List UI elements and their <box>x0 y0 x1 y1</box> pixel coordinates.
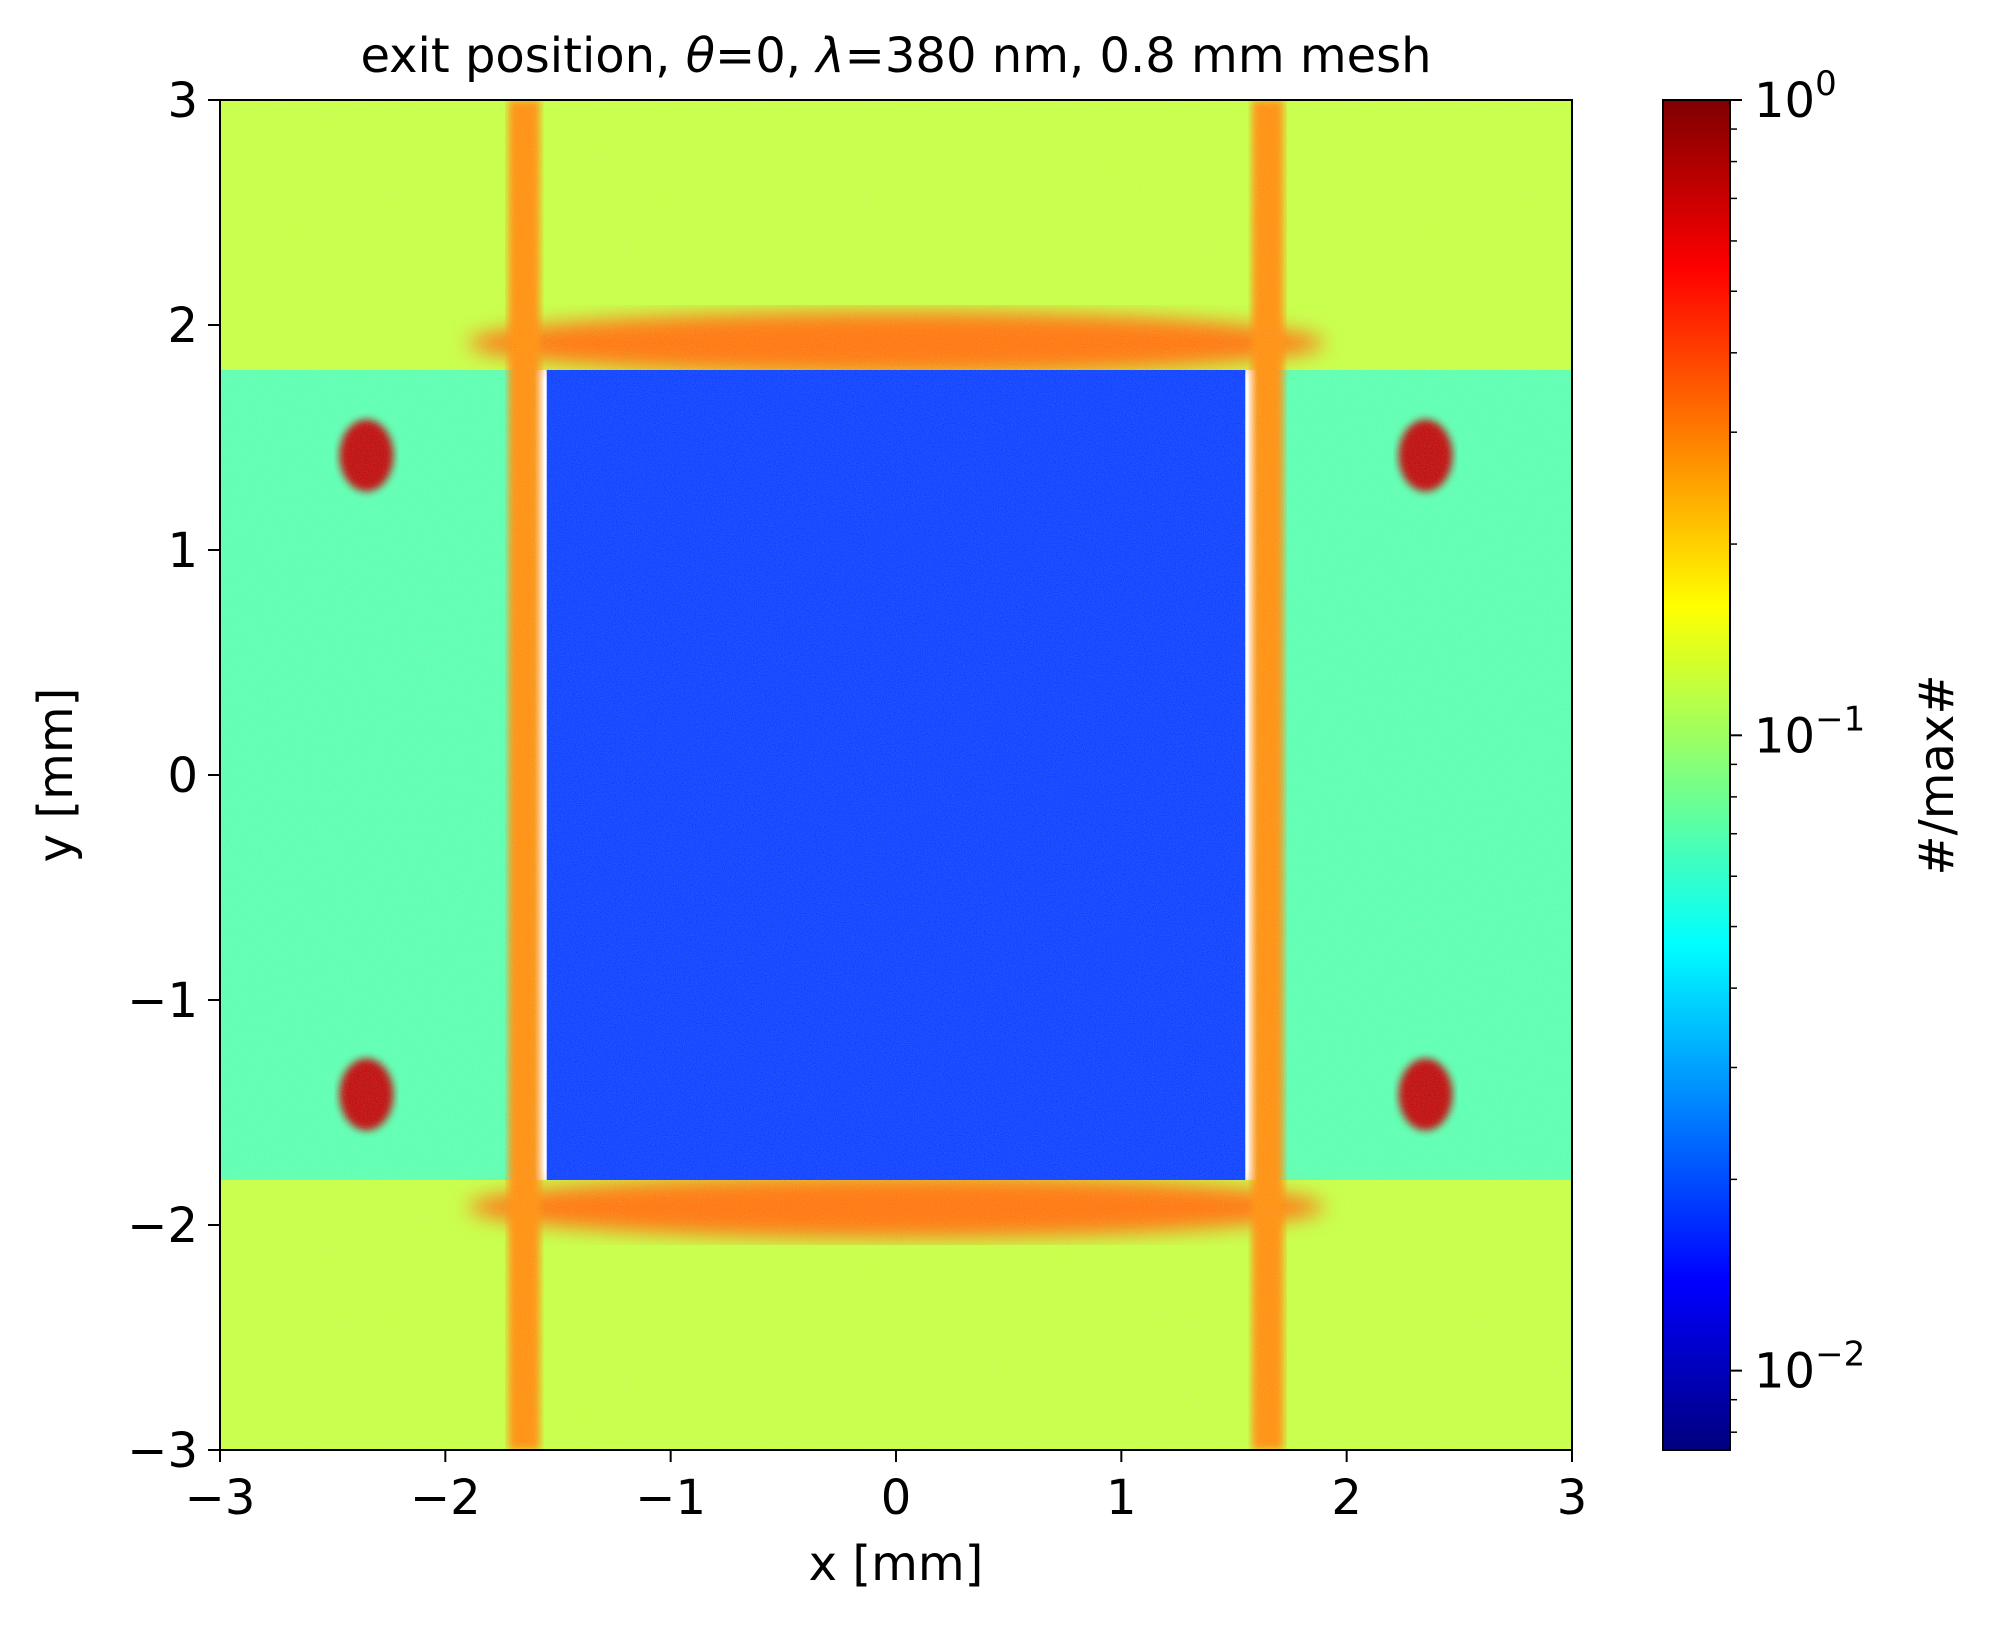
colorbar-label: #/max# <box>1909 674 1965 875</box>
title-theta-symbol: θ <box>686 28 715 84</box>
title-theta-value: =0, <box>715 28 816 84</box>
noise-overlay <box>220 100 1572 1450</box>
colorbar <box>1663 100 1730 1450</box>
x-tick-label: 1 <box>1106 1470 1137 1526</box>
colorbar-tick-base: 10 <box>1754 73 1815 129</box>
colorbar-tick-exponent: −1 <box>1815 699 1865 739</box>
y-tick-label: 2 <box>167 298 198 354</box>
colorbar-tick-base: 10 <box>1754 708 1815 764</box>
title-lambda-symbol: λ <box>813 28 844 84</box>
x-tick-label: −1 <box>635 1470 706 1526</box>
colorbar-tick-base: 10 <box>1754 1344 1815 1400</box>
x-tick-label: 2 <box>1331 1470 1362 1526</box>
y-axis: −3 −2 −1 0 1 2 3 <box>127 73 220 1479</box>
colorbar-tick-exponent: −2 <box>1815 1335 1865 1375</box>
x-tick-label: 3 <box>1557 1470 1588 1526</box>
y-tick-label: 1 <box>167 523 198 579</box>
colorbar-tick-label: 10−2 <box>1754 1335 1865 1400</box>
heatmap-area <box>220 100 1572 1450</box>
x-axis-label: x [mm] <box>809 1536 984 1592</box>
colorbar-frame <box>1662 99 1731 1451</box>
x-tick-label: −2 <box>410 1470 481 1526</box>
x-axis: −3 −2 −1 0 1 2 3 <box>185 1450 1588 1526</box>
x-tick-label: −3 <box>185 1470 256 1526</box>
title-prefix: exit position, <box>360 28 685 84</box>
colorbar-tick-exponent: 0 <box>1815 64 1837 104</box>
x-tick-label: 0 <box>881 1470 912 1526</box>
chart-title: exit position, θ=0, λ=380 nm, 0.8 mm mes… <box>360 28 1431 84</box>
y-tick-label: −1 <box>127 973 198 1029</box>
y-tick-label: 3 <box>167 73 198 129</box>
y-tick-label: −3 <box>127 1423 198 1479</box>
colorbar-tick-label: 10−1 <box>1754 699 1865 764</box>
title-suffix: =380 nm, 0.8 mm mesh <box>845 28 1432 84</box>
y-axis-label: y [mm] <box>28 688 84 863</box>
y-tick-label: 0 <box>167 748 198 804</box>
colorbar-tick-label: 100 <box>1754 64 1837 129</box>
y-tick-label: −2 <box>127 1198 198 1254</box>
